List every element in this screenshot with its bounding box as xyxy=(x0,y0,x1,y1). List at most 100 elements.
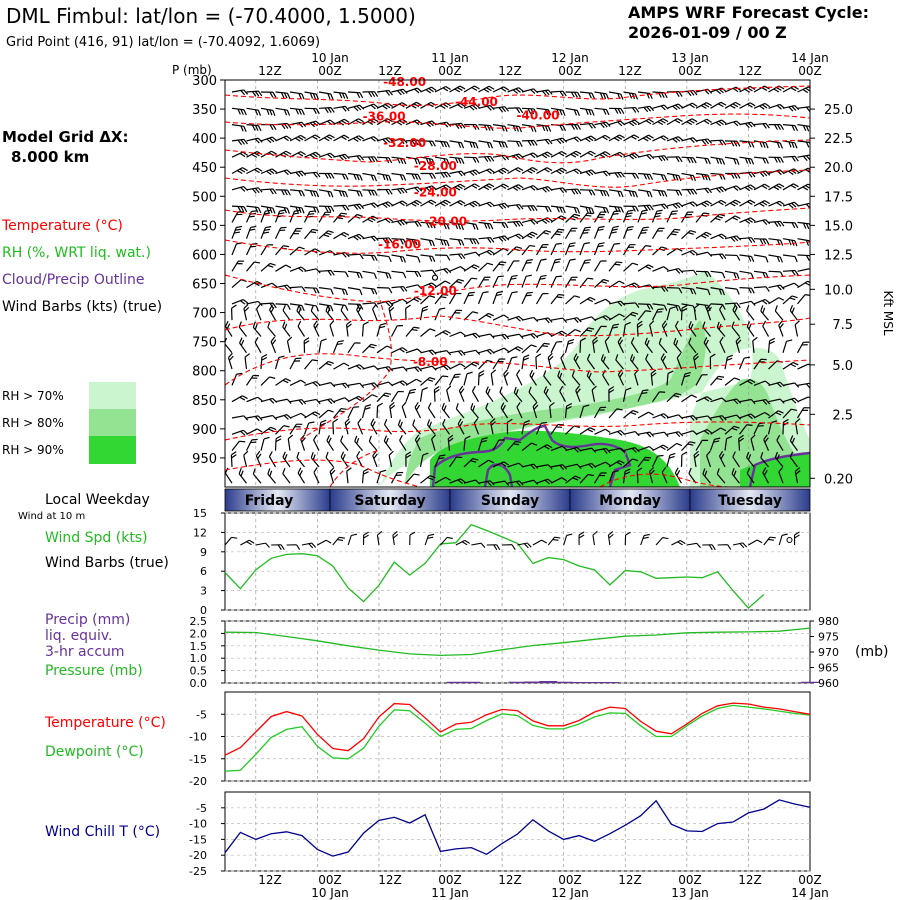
wind-barb-feather xyxy=(707,271,712,278)
wind-barb-staff xyxy=(414,407,422,419)
wind-barb-feather xyxy=(735,199,741,204)
wind-barb-staff xyxy=(719,309,726,321)
wind-barb-feather xyxy=(286,189,291,196)
wind-barb-staff xyxy=(414,439,422,451)
wind-at-10m-note: Wind at 10 m xyxy=(18,511,85,522)
wind-barb-feather xyxy=(329,466,335,473)
wind-barb-feather xyxy=(269,91,274,98)
wind-barb-feather xyxy=(253,374,260,377)
wind-barb-feather xyxy=(286,92,291,99)
wind-barb-staff xyxy=(594,315,606,321)
wind-barb-feather xyxy=(588,189,593,196)
wind-barb-feather xyxy=(726,357,733,361)
wind-barb-staff xyxy=(246,124,259,127)
wind-barb-feather xyxy=(599,214,605,216)
wind-barb-staff xyxy=(543,391,552,403)
wind-barb-feather xyxy=(309,154,316,159)
wind-barb xyxy=(695,270,712,278)
wind-barb-feather xyxy=(518,220,524,227)
wind-barb-feather xyxy=(308,421,315,424)
wind-barb xyxy=(637,264,654,272)
wind-barb-feather xyxy=(511,544,516,550)
wind-barb-staff xyxy=(579,473,589,484)
wind-barb-feather xyxy=(500,261,507,264)
panel-tick-label: -20 xyxy=(189,849,207,862)
wind-barb-feather xyxy=(239,168,246,173)
wind-barb-staff xyxy=(652,155,665,158)
wind-barb xyxy=(391,254,406,263)
wind-barb xyxy=(543,386,552,403)
wind-barb-feather xyxy=(460,266,466,271)
wind-barb-feather xyxy=(801,344,808,346)
wind-barb xyxy=(604,336,610,353)
wind-barb-staff xyxy=(304,287,317,289)
wind-barb-feather xyxy=(367,156,373,163)
wind-barb-feather xyxy=(263,231,270,234)
wind-barb xyxy=(376,254,392,263)
wind-barb-staff xyxy=(246,280,258,289)
wind-barb-feather xyxy=(675,431,681,438)
wind-barb xyxy=(637,189,653,198)
temperature-contour xyxy=(225,85,810,106)
wind-barb-staff xyxy=(579,107,592,111)
wind-barb xyxy=(550,445,568,452)
wind-barb-feather xyxy=(762,307,766,314)
wind-barb-staff xyxy=(782,382,795,386)
wind-barb-feather xyxy=(442,418,446,425)
wind-barb-feather xyxy=(660,286,666,292)
wind-barb-staff xyxy=(710,287,723,291)
wind-barb xyxy=(376,469,387,484)
wind-barb-feather xyxy=(556,109,560,115)
wind-barb-staff xyxy=(549,406,552,419)
wind-barb xyxy=(485,402,494,419)
wind-barb-feather xyxy=(644,337,648,344)
wind-barb-feather xyxy=(323,214,330,216)
pressure-tick-label: 750 xyxy=(192,336,217,351)
wind-barb xyxy=(550,293,565,305)
wind-barb-feather xyxy=(603,278,610,282)
wind-barb-staff xyxy=(710,101,722,109)
temperature-contour-label: -40.00 xyxy=(517,109,560,123)
wind-barb-staff xyxy=(231,124,244,127)
wind-barb xyxy=(434,375,449,386)
wind-barb-staff xyxy=(297,472,306,484)
wind-barb-feather xyxy=(529,369,533,376)
wind-barb-feather xyxy=(747,185,753,190)
wind-barb-staff xyxy=(231,151,244,158)
wind-barb-feather xyxy=(515,107,521,114)
wind-barb xyxy=(492,221,509,229)
wind-barb-feather xyxy=(518,184,524,189)
wind-barb-staff xyxy=(304,381,317,386)
wind-barb-feather xyxy=(323,137,330,142)
wind-barb-feather xyxy=(619,151,626,157)
wind-barb-feather xyxy=(523,354,530,358)
wind-barb-feather xyxy=(385,272,389,279)
wind-barb-feather xyxy=(497,360,504,363)
wind-barb-staff xyxy=(695,440,703,451)
wind-barb-feather xyxy=(566,402,573,407)
wind-barb-feather xyxy=(747,414,753,420)
wind-barb-feather xyxy=(379,325,386,329)
wind-barb-staff xyxy=(550,341,557,354)
wind-barb-staff xyxy=(753,286,767,289)
wind-barb xyxy=(695,138,713,145)
wind-barb-feather xyxy=(749,102,756,107)
wind-barb xyxy=(666,103,684,111)
wind-barb xyxy=(434,330,451,338)
wind-barb-staff xyxy=(724,357,728,370)
wind-barb-staff xyxy=(463,361,475,370)
wind-barb xyxy=(695,428,713,435)
wind-barb-staff xyxy=(318,303,331,307)
wind-barb-staff xyxy=(492,439,500,451)
wind-barb-feather xyxy=(344,289,348,296)
wind-barb xyxy=(376,530,383,546)
wind-barb xyxy=(332,340,344,354)
precip-bar xyxy=(539,681,558,683)
wind-barb-feather xyxy=(454,123,460,130)
wind-barb-staff xyxy=(227,357,233,370)
wind-barb-staff xyxy=(275,303,288,306)
wind-barb-staff xyxy=(463,292,470,305)
wind-barb xyxy=(434,307,446,321)
wind-barb xyxy=(231,124,247,132)
wind-barb xyxy=(535,244,549,256)
